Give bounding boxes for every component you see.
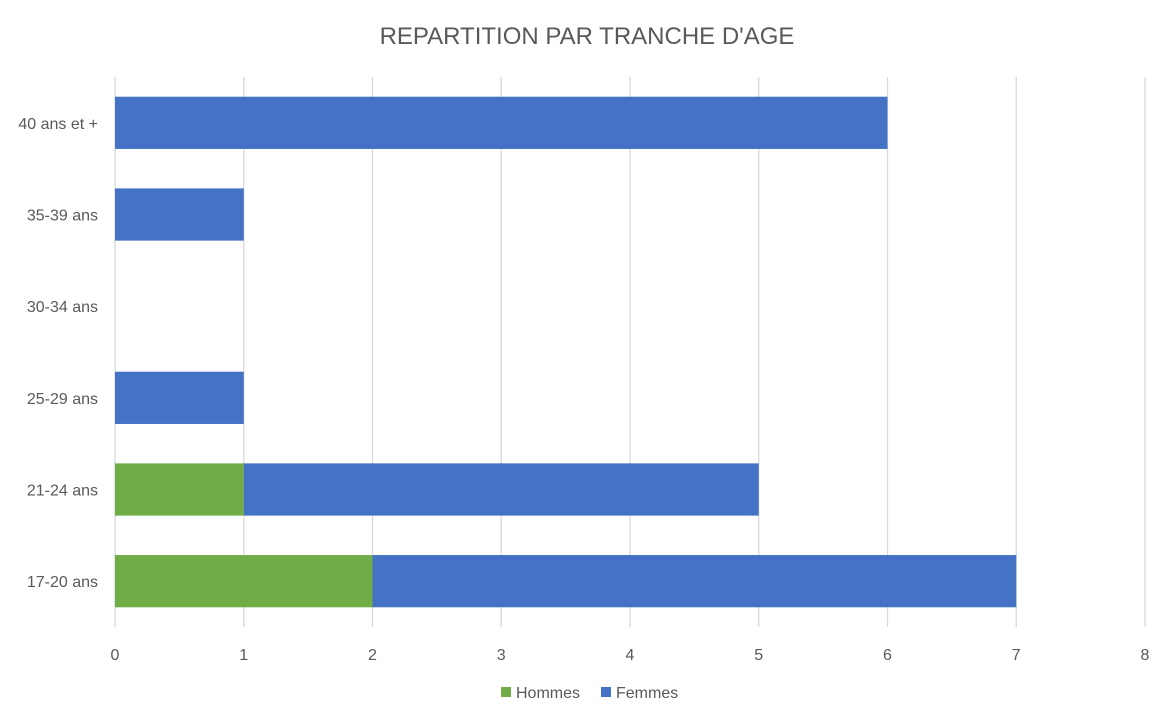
x-tick-label: 7 — [1012, 647, 1021, 664]
bar-femmes — [243, 463, 759, 516]
chart-title: REPARTITION PAR TRANCHE D'AGE — [380, 23, 795, 50]
legend-label-hommes: Hommes — [516, 685, 580, 702]
category-label: 25-29 ans — [27, 391, 98, 408]
category-label: 21-24 ans — [27, 483, 98, 500]
legend-swatch-hommes — [501, 687, 511, 697]
category-label: 30-34 ans — [27, 299, 98, 316]
x-tick-label: 2 — [368, 647, 377, 664]
y-axis-category-labels: 17-20 ans 21-24 ans 25-29 ans 30-34 ans 35-3… — [18, 116, 98, 591]
legend: Hommes Femmes — [501, 685, 678, 702]
x-tick-label: 1 — [239, 647, 248, 664]
bar-femmes — [372, 555, 1017, 608]
x-tick-label: 4 — [626, 647, 635, 664]
category-label: 35-39 ans — [27, 208, 98, 225]
bars — [115, 96, 1017, 608]
gridlines — [114, 77, 1146, 627]
category-label: 40 ans et + — [18, 116, 98, 133]
x-tick-label: 0 — [111, 647, 120, 664]
legend-label-femmes: Femmes — [616, 685, 678, 702]
x-tick-label: 6 — [883, 647, 892, 664]
bar-femmes — [115, 371, 244, 424]
bar-hommes — [115, 463, 244, 516]
category-label: 17-20 ans — [27, 574, 98, 591]
x-tick-label: 8 — [1141, 647, 1150, 664]
x-axis-tick-labels: 0 1 2 3 4 5 6 7 8 — [111, 647, 1150, 664]
x-tick-label: 5 — [754, 647, 763, 664]
bar-femmes — [115, 96, 888, 149]
legend-swatch-femmes — [601, 687, 611, 697]
x-tick-label: 3 — [497, 647, 506, 664]
bar-hommes — [115, 555, 373, 608]
bar-femmes — [115, 188, 244, 241]
